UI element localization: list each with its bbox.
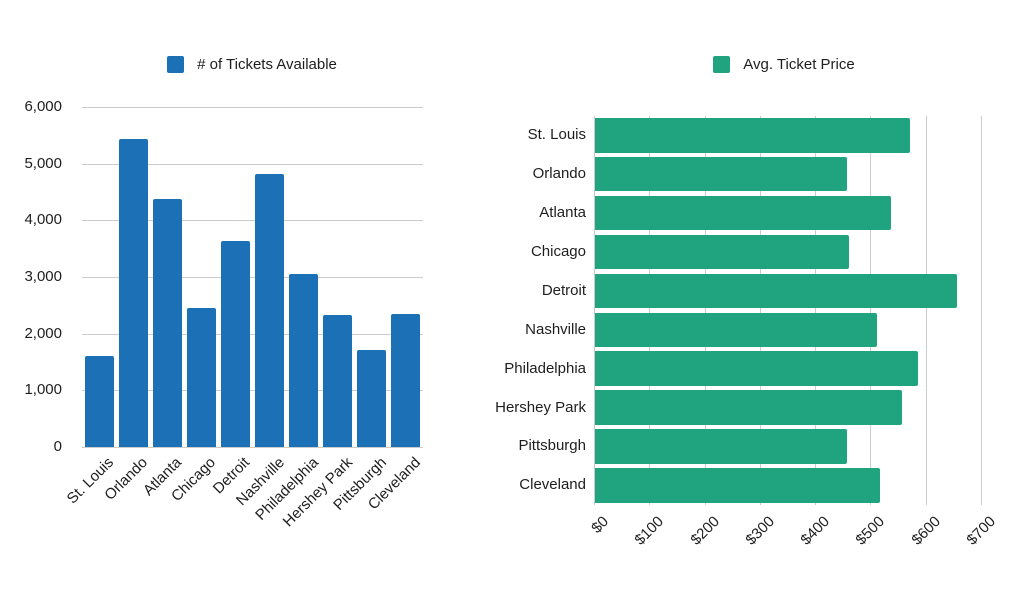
y-axis-tick-label: 5,000 [24, 154, 62, 172]
x-axis-tick-label: $400 [797, 513, 834, 549]
bar-orlando [595, 156, 847, 192]
gridline [82, 390, 423, 391]
price-legend-swatch-icon [713, 55, 731, 73]
x-axis-tick-label: $300 [742, 513, 778, 549]
y-axis-category-label: Philadelphia [504, 359, 586, 377]
x-axis-tick-label: $500 [852, 513, 889, 549]
x-axis-tick-label: $700 [963, 513, 1000, 549]
x-axis-tick-label: $600 [908, 513, 944, 549]
bar-hershey-park [323, 314, 353, 447]
bar-orlando [118, 138, 148, 447]
price-plot-area: $0 $100 $200 $300 $400 $500 $600 $700 St. Louis O… [495, 0, 1024, 614]
tickets-plot-area: 0 1,000 2,000 3,000 4,000 5,000 6,000 St. Louis… [24, 98, 424, 530]
ticket-price-chart: Avg. Ticket Price $0 $100 $200 $300 $400 $500… [495, 0, 1024, 614]
tickets-legend-label: # of Tickets Available [197, 55, 337, 73]
price-legend: Avg. Ticket Price [634, 54, 934, 74]
gridline [82, 277, 423, 278]
y-axis-category-label: Chicago [530, 242, 586, 260]
gridline [926, 116, 927, 505]
gridline [82, 334, 423, 335]
gridline [981, 116, 982, 505]
y-axis-category-label: Hershey Park [495, 398, 586, 416]
y-axis-category-label: Nashville [525, 320, 586, 338]
bar-st-louis [595, 118, 911, 153]
gridline [82, 107, 423, 108]
gridline [82, 164, 423, 165]
y-axis-tick-label: 2,000 [24, 324, 62, 342]
gridline [760, 116, 761, 505]
gridline [649, 116, 650, 505]
x-axis-tick-label: $100 [631, 513, 668, 549]
bar-philadelphia [289, 273, 319, 447]
gridline [82, 220, 423, 221]
bar-philadelphia [595, 351, 919, 386]
y-axis-category-label: Detroit [541, 281, 586, 299]
bar-pittsburgh [595, 429, 847, 464]
y-axis-tick-label: 0 [53, 438, 62, 455]
bar-nashville [595, 312, 877, 347]
bar-detroit [220, 241, 250, 447]
bar-pittsburgh [357, 350, 387, 447]
bar-chicago [595, 234, 850, 270]
tickets-legend: # of Tickets Available [102, 54, 402, 74]
y-axis-tick-label: 1,000 [24, 381, 62, 399]
y-axis-category-label: Orlando [532, 165, 586, 183]
gridline [82, 447, 423, 448]
bar-atlanta [152, 199, 182, 447]
y-axis-category-label: Atlanta [539, 204, 586, 222]
bar-detroit [595, 273, 958, 309]
bar-cleveland [595, 468, 880, 503]
y-axis-category-label: Pittsburgh [518, 437, 586, 455]
bar-cleveland [391, 313, 421, 447]
tickets-available-chart: # of Tickets Available 0 1,000 2,000 3,000 4… [24, 54, 424, 530]
y-axis-category-label: St. Louis [527, 126, 586, 144]
bar-st-louis [84, 356, 114, 447]
x-axis-tick-label: $0 [588, 513, 613, 537]
bar-atlanta [595, 195, 891, 231]
y-axis-tick-label: 4,000 [24, 211, 62, 229]
bar-nashville [255, 174, 285, 447]
x-axis-tick-label: $200 [686, 513, 723, 549]
tickets-legend-swatch-icon [167, 55, 185, 73]
bar-chicago [186, 308, 216, 447]
gridline [870, 116, 871, 505]
gridline [815, 116, 816, 505]
gridline [594, 116, 595, 505]
bar-hershey-park [595, 390, 902, 425]
gridline [705, 116, 706, 505]
y-axis-tick-label: 3,000 [24, 268, 62, 285]
price-legend-label: Avg. Ticket Price [743, 55, 855, 73]
y-axis-tick-label: 6,000 [24, 98, 62, 115]
y-axis-category-label: Cleveland [519, 476, 586, 494]
